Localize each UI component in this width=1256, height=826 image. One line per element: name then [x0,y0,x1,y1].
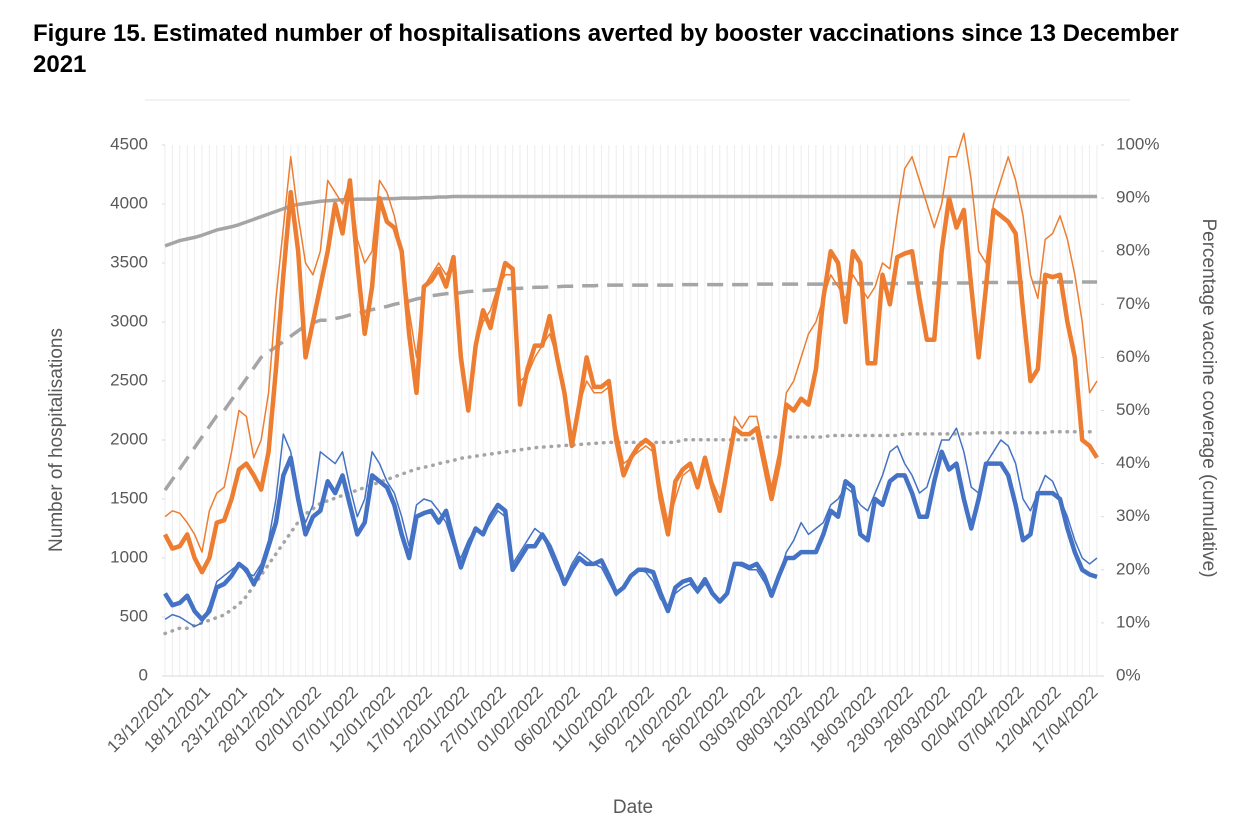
y-tick-label: 500 [120,606,148,625]
y2-tick-label: 70% [1116,294,1150,313]
y2-axis-title: Percentage vaccine coverage (cumulative) [1198,218,1219,577]
series-line [164,194,1097,248]
y2-tick-label: 40% [1116,453,1150,472]
chart-title: Figure 15. Estimated number of hospitali… [33,20,1179,78]
y2-tick-label: 100% [1116,134,1159,153]
y-tick-label: 3000 [110,311,148,330]
y-tick-label: 2000 [110,429,148,448]
y-tick-label: 2500 [110,370,148,389]
y2-tick-label: 20% [1116,559,1150,578]
y-tick-label: 1000 [110,547,148,566]
y2-tick-label: 50% [1116,400,1150,419]
y2-tick-label: 80% [1116,241,1150,260]
y-tick-label: 4500 [110,134,148,153]
series-line [163,449,1098,622]
y2-tick-label: 10% [1116,612,1150,631]
y-tick-label: 0 [139,665,148,684]
series-line [163,280,1097,492]
y2-tick-label: 90% [1116,188,1150,207]
y-tick-label: 3500 [110,252,148,271]
series-line [163,178,1099,575]
y-axis-title: Number of hospitalisations [46,328,67,552]
y2-tick-label: 0% [1116,665,1141,684]
y-tick-label: 4000 [110,193,148,212]
y2-tick-label: 30% [1116,506,1150,525]
y2-tick-label: 60% [1116,347,1150,366]
x-axis-title: Date [613,797,653,818]
y-tick-label: 1500 [110,488,148,507]
